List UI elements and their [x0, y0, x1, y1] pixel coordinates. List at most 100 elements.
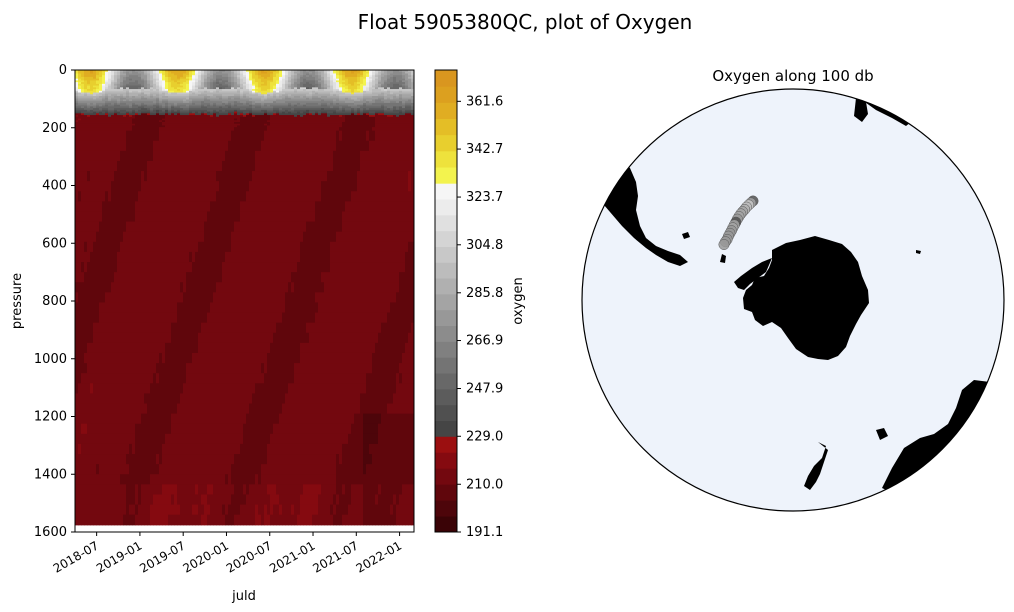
contour-cell — [234, 433, 238, 445]
contour-cell — [87, 109, 91, 113]
contour-cell — [102, 150, 106, 162]
contour-cell — [213, 95, 217, 99]
contour-cell — [174, 94, 178, 97]
contour-cell — [273, 87, 277, 90]
contour-cell — [240, 90, 244, 94]
contour-cell — [222, 302, 226, 314]
contour-cell — [90, 108, 94, 111]
contour-cell — [270, 302, 274, 314]
contour-cell — [111, 80, 115, 83]
contour-cell — [243, 332, 247, 344]
contour-cell — [90, 423, 94, 435]
contour-cell — [147, 443, 151, 455]
contour-cell — [189, 125, 193, 128]
contour-cell — [279, 102, 283, 106]
contour-cell — [252, 106, 256, 109]
contour-cell — [246, 312, 250, 324]
contour-cell — [192, 80, 196, 83]
contour-cell — [120, 106, 124, 109]
contour-cell — [150, 494, 154, 506]
contour-cell — [246, 393, 250, 405]
contour-cell — [231, 83, 235, 87]
contour-cell — [126, 322, 130, 334]
contour-cell — [111, 160, 115, 172]
contour-cell — [219, 70, 223, 73]
contour-cell — [243, 272, 247, 283]
contour-cell — [216, 383, 220, 394]
contour-cell — [231, 92, 235, 95]
contour-cell — [87, 464, 91, 475]
contour-cell — [150, 171, 154, 182]
contour-cell — [255, 120, 259, 123]
contour-cell — [108, 97, 112, 101]
contour-cell — [270, 140, 274, 152]
contour-cell — [222, 403, 226, 415]
contour-cell — [216, 413, 220, 425]
contour-cell — [174, 123, 178, 127]
contour-cell — [183, 302, 187, 314]
contour-cell — [78, 140, 82, 152]
contour-cell — [162, 383, 166, 394]
contour-cell — [126, 282, 130, 293]
contour-cell — [123, 123, 127, 127]
contour-cell — [207, 403, 211, 415]
contour-cell — [171, 251, 175, 263]
contour-cell — [186, 191, 190, 202]
contour-cell — [216, 121, 220, 125]
contour-cell — [120, 80, 124, 83]
contour-cell — [75, 127, 79, 132]
contour-cell — [120, 75, 124, 78]
contour-cell — [186, 113, 190, 116]
contour-cell — [228, 102, 232, 106]
contour-cell — [201, 97, 205, 101]
contour-cell — [186, 95, 190, 99]
contour-cell — [219, 92, 223, 95]
contour-cell — [249, 106, 253, 109]
contour-cell — [219, 94, 223, 97]
contour-cell — [81, 99, 85, 102]
contour-cell — [264, 423, 268, 435]
contour-cell — [96, 241, 100, 253]
contour-cell — [111, 332, 115, 344]
contour-cell — [99, 87, 103, 90]
contour-cell — [114, 302, 118, 314]
contour-cell — [183, 322, 187, 334]
contour-cell — [135, 332, 139, 344]
contour-cell — [84, 363, 88, 374]
contour-cell — [225, 94, 229, 97]
contour-cell — [174, 150, 178, 162]
contour-cell — [117, 302, 121, 314]
contour-cell — [255, 92, 259, 95]
contour-cell — [96, 413, 100, 425]
contour-cell — [264, 454, 268, 465]
contour-cell — [267, 322, 271, 334]
contour-cell — [177, 116, 181, 120]
contour-cell — [204, 332, 208, 344]
contour-cell — [102, 123, 106, 127]
contour-cell — [120, 251, 124, 263]
contour-cell — [114, 121, 118, 125]
contour-cell — [153, 241, 157, 253]
contour-cell — [93, 108, 97, 111]
contour-cell — [228, 262, 232, 273]
contour-cell — [246, 241, 250, 253]
contour-cell — [135, 191, 139, 202]
contour-cell — [123, 171, 127, 182]
contour-cell — [165, 282, 169, 293]
contour-cell — [225, 106, 229, 109]
contour-cell — [153, 94, 157, 97]
contour-cell — [264, 95, 268, 99]
contour-cell — [240, 241, 244, 253]
contour-cell — [87, 92, 91, 95]
contour-cell — [96, 201, 100, 213]
contour-cell — [126, 102, 130, 106]
contour-cell — [198, 494, 202, 506]
contour-cell — [231, 403, 235, 415]
contour-cell — [168, 127, 172, 132]
contour-cell — [96, 113, 100, 116]
contour-cell — [234, 191, 238, 202]
contour-cell — [279, 120, 283, 123]
contour-cell — [99, 90, 103, 94]
contour-cell — [207, 454, 211, 465]
contour-cell — [135, 80, 139, 83]
